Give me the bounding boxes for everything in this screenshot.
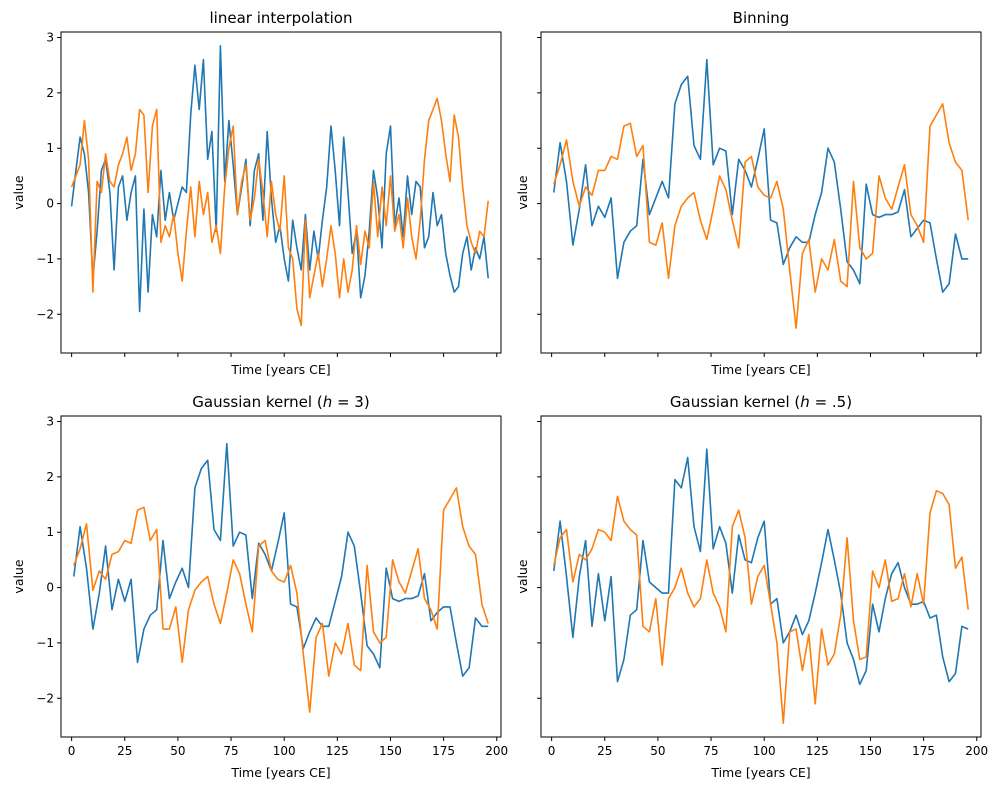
x-tick-label: 0 <box>548 744 556 758</box>
chart-panel-2: Binning Time [years CE] value <box>515 9 982 377</box>
x-axis-label: Time [years CE] <box>710 765 810 780</box>
chart-title: Gaussian kernel (h = .5) <box>670 393 852 411</box>
x-tick-label: 125 <box>326 744 349 758</box>
y-tick-label: −2 <box>36 691 54 705</box>
x-tick-label: 150 <box>859 744 882 758</box>
chart-panel-1: −2 −1 0 1 2 3 linear interpolation Time [years … <box>11 9 502 377</box>
y-tick-label: 0 <box>46 197 54 211</box>
y-tick-label: 1 <box>46 525 54 539</box>
x-tick-label: 75 <box>703 744 718 758</box>
x-axis-label: Time [years CE] <box>230 765 330 780</box>
y-tick-label: 2 <box>46 470 54 484</box>
x-tick-label: 175 <box>432 744 455 758</box>
y-axis-label: value <box>515 175 530 209</box>
x-tick-label: 100 <box>753 744 776 758</box>
x-tick-label: 25 <box>117 744 132 758</box>
y-tick-label: −1 <box>36 252 54 266</box>
x-tick-label: 175 <box>912 744 935 758</box>
y-axis-label: value <box>11 559 26 593</box>
y-axis-label: value <box>11 175 26 209</box>
series-line-2 <box>70 97 489 327</box>
axes-frame <box>60 415 502 738</box>
chart-panel-3: 0 25 50 75 100 125 150 175 200 −2 −1 0 1 2 3 Gaussian k… <box>11 393 508 780</box>
chart-title: Gaussian kernel (h = 3) <box>192 393 369 411</box>
series-line-2 <box>73 487 489 713</box>
series-line-1 <box>70 44 489 313</box>
series-line-2 <box>553 489 969 725</box>
axes-frame <box>60 31 502 354</box>
y-tick-label: 2 <box>46 86 54 100</box>
x-tick-label: 200 <box>485 744 508 758</box>
x-tick-label: 50 <box>170 744 185 758</box>
x-tick-label: 200 <box>965 744 988 758</box>
x-tick-label: 125 <box>806 744 829 758</box>
x-axis-label: Time [years CE] <box>710 362 810 377</box>
chart-panel-4: 0 25 50 75 100 125 150 175 200 Gaussian kernel (h… <box>515 393 988 780</box>
y-tick-label: −1 <box>36 636 54 650</box>
x-tick-label: 75 <box>223 744 238 758</box>
axes-frame <box>540 415 982 738</box>
chart-title: Binning <box>733 9 790 27</box>
x-tick-label: 25 <box>597 744 612 758</box>
y-tick-label: 3 <box>46 415 54 429</box>
series-line-2 <box>553 103 969 329</box>
x-tick-label: 150 <box>379 744 402 758</box>
x-tick-label: 0 <box>68 744 76 758</box>
x-tick-label: 50 <box>650 744 665 758</box>
y-tick-label: −2 <box>36 307 54 321</box>
axes-frame <box>540 31 982 354</box>
series-line-1 <box>73 442 489 677</box>
chart-title: linear interpolation <box>210 9 353 27</box>
y-tick-label: 0 <box>46 581 54 595</box>
y-tick-label: 3 <box>46 31 54 45</box>
y-axis-label: value <box>515 559 530 593</box>
series-line-1 <box>553 448 969 686</box>
series-line-1 <box>553 58 969 293</box>
y-tick-label: 1 <box>46 141 54 155</box>
x-tick-label: 100 <box>273 744 296 758</box>
x-axis-label: Time [years CE] <box>230 362 330 377</box>
